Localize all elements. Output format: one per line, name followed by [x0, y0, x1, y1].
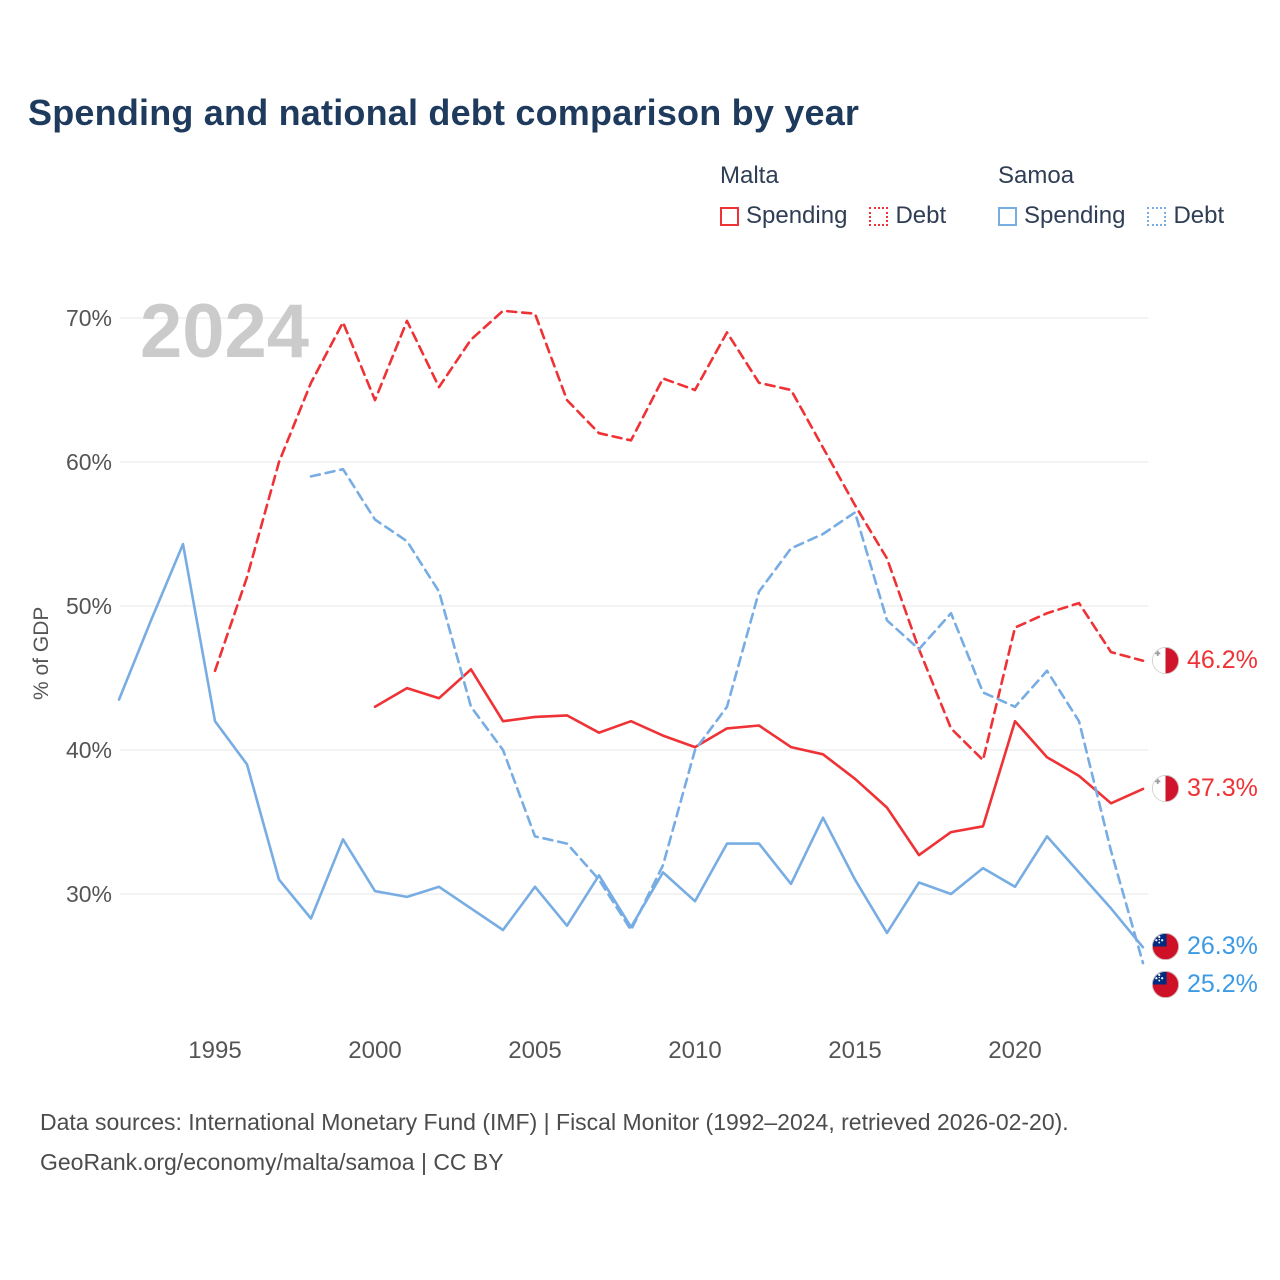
samoa-debt-swatch-icon [1147, 206, 1167, 226]
svg-text:1995: 1995 [188, 1037, 241, 1064]
y-axis-label: % of GDP [30, 606, 53, 700]
data-sources: Data sources: International Monetary Fun… [40, 1102, 1069, 1182]
legend-label: Spending [1024, 202, 1126, 229]
legend-label: Debt [1173, 202, 1225, 229]
malta-debt-swatch-icon [869, 206, 889, 226]
svg-text:2015: 2015 [828, 1037, 881, 1064]
legend-header-samoa: Samoa [998, 162, 1075, 189]
legend-row-samoa: Spending Debt [998, 202, 1224, 230]
svg-text:50%: 50% [66, 593, 112, 619]
legend-label: Debt [895, 202, 947, 229]
legend-group-malta: Malta Spending Debt [720, 162, 946, 230]
legend-entry-samoa-debt[interactable]: Debt [1147, 202, 1224, 230]
legend-header-malta: Malta [720, 162, 779, 189]
svg-text:2020: 2020 [988, 1037, 1041, 1064]
legend-entry-malta-debt[interactable]: Debt [869, 202, 946, 230]
legend-row-malta: Spending Debt [720, 202, 946, 230]
samoa-spending-swatch-icon [998, 206, 1017, 226]
svg-text:2010: 2010 [668, 1037, 721, 1064]
svg-text:2000: 2000 [348, 1037, 401, 1064]
svg-text:40%: 40% [66, 737, 112, 763]
svg-text:60%: 60% [66, 449, 112, 475]
chart-title: Spending and national debt comparison by… [28, 92, 860, 133]
malta-spending-swatch-icon [720, 206, 739, 226]
legend-entry-samoa-spending[interactable]: Spending [998, 202, 1125, 230]
source-line-1: Data sources: International Monetary Fun… [40, 1109, 1069, 1135]
svg-text:2005: 2005 [508, 1037, 561, 1064]
legend-entry-malta-spending[interactable]: Spending [720, 202, 847, 230]
svg-text:30%: 30% [66, 881, 112, 907]
legend-group-samoa: Samoa Spending Debt [998, 162, 1224, 230]
source-line-2: GeoRank.org/economy/malta/samoa | CC BY [40, 1149, 504, 1175]
svg-text:70%: 70% [66, 305, 112, 331]
legend-label: Spending [746, 202, 848, 229]
watermark-year: 2024 [140, 289, 310, 374]
